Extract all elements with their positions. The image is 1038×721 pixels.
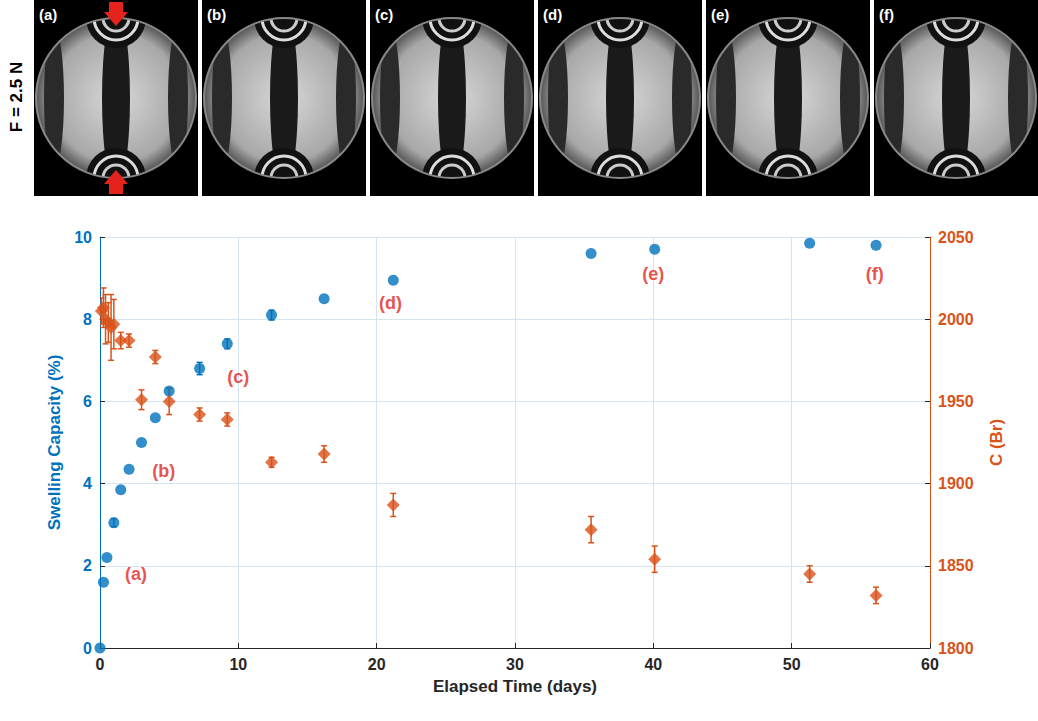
- svg-text:10: 10: [229, 656, 247, 673]
- svg-text:(e): (e): [711, 6, 729, 23]
- svg-text:50: 50: [783, 656, 801, 673]
- svg-text:Swelling Capacity (%): Swelling Capacity (%): [45, 355, 64, 531]
- svg-text:(d): (d): [543, 6, 562, 23]
- svg-text:C (Br): C (Br): [987, 419, 1006, 466]
- svg-text:40: 40: [644, 656, 662, 673]
- svg-text:(c): (c): [375, 6, 393, 23]
- svg-text:(a): (a): [39, 6, 57, 23]
- svg-text:8: 8: [83, 311, 92, 328]
- svg-text:(d): (d): [379, 293, 402, 313]
- svg-text:F = 2.5 N: F = 2.5 N: [7, 62, 26, 132]
- svg-text:(b): (b): [207, 6, 226, 23]
- svg-text:2050: 2050: [938, 229, 974, 246]
- svg-text:1900: 1900: [938, 475, 974, 492]
- svg-text:0: 0: [83, 640, 92, 657]
- svg-text:1800: 1800: [938, 640, 974, 657]
- svg-text:2000: 2000: [938, 311, 974, 328]
- svg-text:10: 10: [74, 229, 92, 246]
- svg-text:(e): (e): [642, 264, 664, 284]
- svg-text:2: 2: [83, 557, 92, 574]
- svg-text:1950: 1950: [938, 393, 974, 410]
- svg-text:(c): (c): [227, 367, 249, 387]
- svg-text:(f): (f): [866, 264, 884, 284]
- svg-text:60: 60: [921, 656, 939, 673]
- svg-text:Elapsed Time (days): Elapsed Time (days): [433, 677, 597, 696]
- svg-text:6: 6: [83, 393, 92, 410]
- svg-text:20: 20: [368, 656, 386, 673]
- svg-text:1850: 1850: [938, 557, 974, 574]
- svg-text:(a): (a): [125, 564, 147, 584]
- svg-text:(f): (f): [879, 6, 894, 23]
- svg-text:(b): (b): [152, 461, 175, 481]
- svg-text:4: 4: [83, 475, 92, 492]
- svg-text:0: 0: [96, 656, 105, 673]
- svg-text:30: 30: [506, 656, 524, 673]
